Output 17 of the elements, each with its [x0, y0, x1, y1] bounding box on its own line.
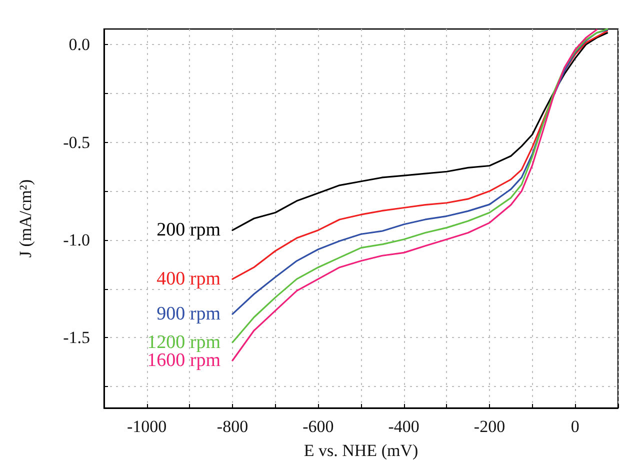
line-series: [232, 32, 608, 232]
x-tick-label: -600: [302, 417, 334, 436]
y-axis-title: J (mA/cm²): [16, 179, 35, 258]
series-label: 900 rpm: [156, 304, 221, 325]
x-tick-label: 0: [570, 417, 580, 436]
y-tick-label: 0.0: [68, 35, 90, 54]
x-tick-label: -1000: [126, 417, 167, 436]
series-label: 200 rpm: [156, 220, 221, 241]
y-tick-label: -1.5: [63, 328, 90, 348]
y-tick-label: -0.5: [63, 132, 90, 152]
series-label: 1200 rpm: [147, 332, 221, 353]
y-tick-label: -1.0: [63, 230, 90, 250]
x-tick-label: -400: [388, 417, 420, 436]
x-axis-title: E vs. NHE (mV): [304, 441, 418, 460]
x-tick-label: -200: [474, 417, 506, 436]
series-label: 400 rpm: [156, 268, 221, 290]
x-tick-label: -800: [216, 417, 248, 436]
